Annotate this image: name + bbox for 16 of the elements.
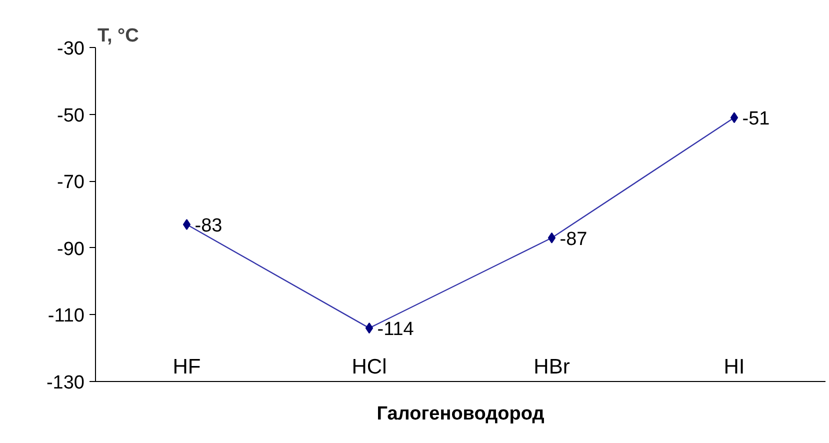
y-tick-label: -110 xyxy=(48,306,85,327)
data-label: -87 xyxy=(560,228,588,250)
y-tick-label: -90 xyxy=(57,238,85,260)
data-label: -51 xyxy=(742,108,770,130)
y-axis-title: T, °C xyxy=(98,26,140,46)
x-tick-label: HCl xyxy=(352,356,387,378)
x-tick-label: HF xyxy=(172,356,201,378)
data-label: -114 xyxy=(377,319,414,340)
x-axis-title: Галогеноводород xyxy=(376,404,544,424)
y-tick-label: -70 xyxy=(57,172,85,194)
x-tick-label: HBr xyxy=(534,356,570,378)
x-tick-label: HI xyxy=(724,356,745,378)
data-label: -83 xyxy=(194,216,222,237)
y-tick-label: -50 xyxy=(57,105,85,126)
y-tick-label: -30 xyxy=(57,38,85,60)
y-tick-label: -130 xyxy=(46,372,85,394)
